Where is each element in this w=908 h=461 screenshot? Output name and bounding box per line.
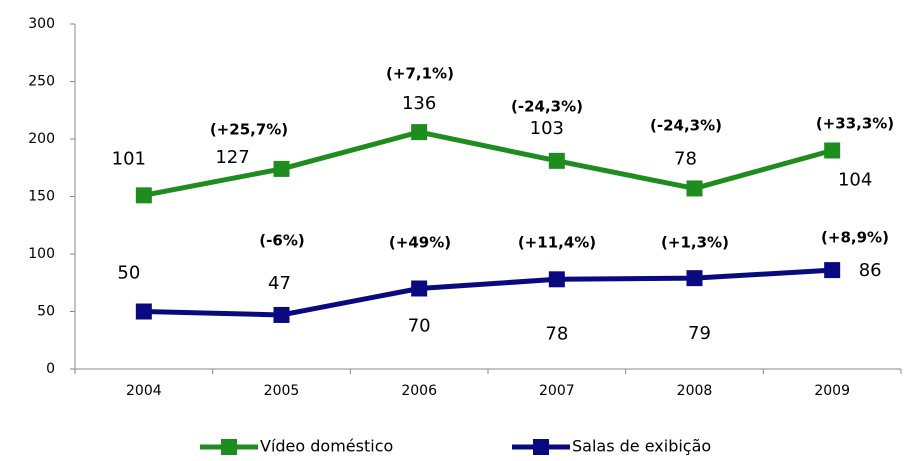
x-tick-label: 2008 bbox=[677, 383, 713, 399]
annotation: (-6%) bbox=[259, 232, 304, 250]
annotation: (+33,3%) bbox=[816, 115, 894, 133]
data-label: 70 bbox=[408, 316, 431, 337]
marker bbox=[548, 271, 565, 288]
marker bbox=[135, 187, 152, 204]
data-label: 104 bbox=[838, 170, 872, 191]
marker bbox=[411, 280, 428, 297]
y-tick-label: 250 bbox=[28, 74, 55, 90]
marker bbox=[824, 142, 841, 159]
data-label: 47 bbox=[268, 273, 291, 294]
series-line bbox=[143, 267, 833, 318]
y-tick-label: 300 bbox=[28, 16, 55, 32]
x-tick-label: 2006 bbox=[401, 383, 437, 399]
marker bbox=[273, 160, 290, 177]
annotation: (+25,7%) bbox=[210, 121, 288, 139]
data-label: 136 bbox=[402, 93, 436, 114]
data-label: 79 bbox=[688, 323, 711, 344]
x-tick-label: 2005 bbox=[264, 383, 300, 399]
annotation: (+11,4%) bbox=[518, 234, 596, 252]
marker bbox=[135, 303, 152, 320]
annotation: (-24,3%) bbox=[650, 117, 722, 135]
marker bbox=[548, 152, 565, 169]
series-line bbox=[143, 129, 833, 198]
x-tick-label: 2009 bbox=[814, 383, 850, 399]
legend-label: Salas de exibição bbox=[572, 437, 711, 456]
legend-marker bbox=[533, 439, 549, 455]
data-label: 78 bbox=[545, 323, 568, 344]
marker bbox=[273, 306, 290, 323]
marker bbox=[686, 180, 703, 197]
marker bbox=[686, 270, 703, 287]
data-label: 78 bbox=[674, 148, 697, 169]
annotation: (+1,3%) bbox=[661, 234, 729, 252]
marker bbox=[824, 262, 841, 279]
y-tick-label: 50 bbox=[37, 304, 55, 320]
annotation: (-24,3%) bbox=[511, 98, 583, 116]
data-label: 50 bbox=[117, 263, 140, 284]
data-label: 127 bbox=[215, 147, 249, 168]
y-tick-label: 150 bbox=[28, 189, 55, 205]
y-tick-label: 100 bbox=[28, 246, 55, 262]
x-tick-label: 2007 bbox=[539, 383, 575, 399]
annotation: (+8,9%) bbox=[821, 229, 889, 247]
data-label: 86 bbox=[859, 260, 882, 281]
legend-label: Vídeo doméstico bbox=[260, 437, 393, 456]
annotation: (+49%) bbox=[389, 234, 451, 252]
y-tick-label: 200 bbox=[28, 131, 55, 147]
x-tick-label: 2004 bbox=[126, 383, 162, 399]
data-label: 103 bbox=[530, 118, 564, 139]
data-label: 101 bbox=[112, 148, 146, 169]
legend-marker bbox=[221, 439, 237, 455]
annotation: (+7,1%) bbox=[386, 65, 454, 83]
y-tick-label: 0 bbox=[46, 361, 55, 377]
marker bbox=[411, 124, 428, 141]
